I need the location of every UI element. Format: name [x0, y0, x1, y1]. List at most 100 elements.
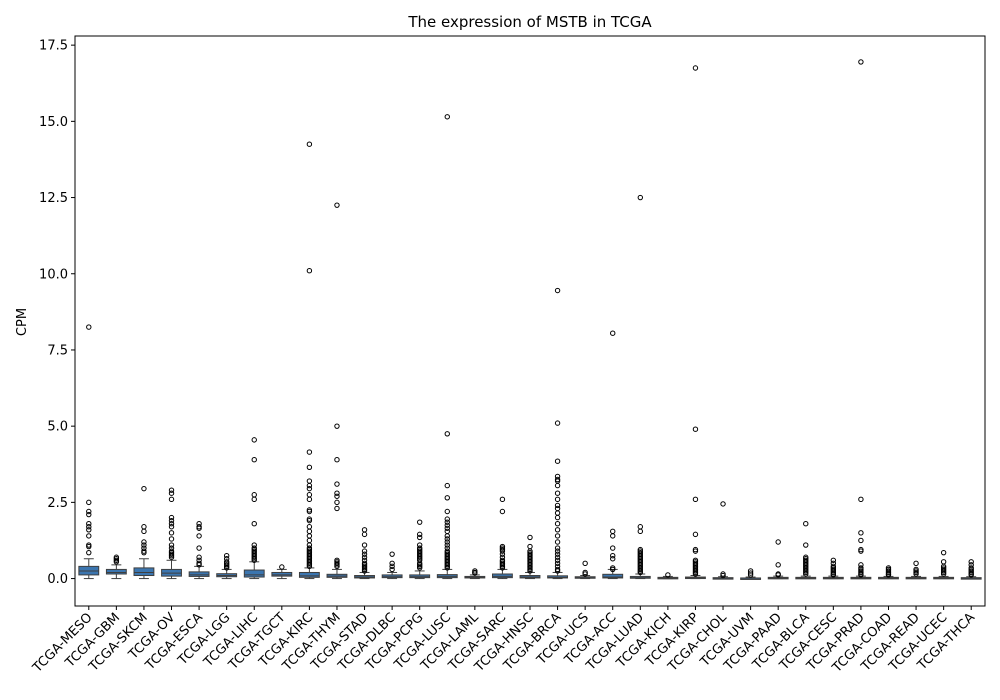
outlier-point: [86, 533, 92, 539]
y-tick-label: 7.5: [47, 343, 68, 358]
box-group: [740, 568, 762, 580]
outlier-point: [692, 496, 699, 503]
box-group: [795, 521, 817, 580]
outlier-point: [86, 543, 92, 550]
chart-title: The expression of MSTB in TCGA: [407, 13, 652, 31]
outlier-point: [940, 549, 947, 556]
outlier-point: [306, 517, 313, 524]
outlier-point: [554, 287, 561, 294]
outlier-point: [86, 511, 92, 518]
outlier-point: [610, 330, 616, 336]
outlier-point: [444, 114, 450, 120]
outlier-point: [196, 554, 202, 560]
y-tick-label: 15.0: [39, 115, 68, 130]
outlier-point: [582, 560, 588, 567]
outlier-point: [168, 514, 175, 521]
outlier-point: [830, 557, 837, 563]
outlier-point: [803, 542, 809, 548]
outlier-point: [803, 571, 809, 577]
outlier-point: [168, 521, 175, 527]
outlier-point: [416, 519, 423, 525]
outlier-point: [306, 464, 313, 471]
outlier-point: [141, 524, 147, 530]
box-iqr: [602, 573, 624, 579]
box-group: [78, 324, 100, 580]
outlier-point: [527, 568, 533, 574]
outlier-point: [444, 536, 450, 542]
outlier-point: [306, 524, 313, 530]
box-group: [933, 549, 955, 580]
outlier-point: [168, 530, 175, 536]
box-iqr: [105, 568, 127, 575]
outlier-point: [168, 554, 175, 560]
outlier-point: [416, 534, 423, 541]
outlier-point: [610, 545, 616, 551]
outlier-point: [637, 528, 644, 535]
outlier-point: [637, 569, 644, 576]
outlier-point: [361, 531, 368, 538]
outlier-point: [168, 542, 175, 548]
outlier-point: [306, 537, 313, 544]
outlier-point: [168, 490, 175, 496]
outlier-point: [554, 510, 561, 516]
outlier-point: [747, 572, 754, 578]
outlier-point: [141, 549, 147, 556]
outlier-point: [554, 568, 561, 574]
outlier-point: [554, 420, 561, 426]
outlier-point: [444, 431, 450, 437]
outlier-point: [168, 517, 175, 524]
outlier-point: [610, 528, 616, 535]
outlier-point: [334, 493, 340, 499]
outlier-point: [86, 549, 92, 556]
outlier-point: [554, 527, 561, 533]
outlier-point: [389, 563, 395, 570]
outlier-point: [554, 533, 561, 539]
box-group: [133, 485, 155, 580]
outlier-point: [113, 559, 120, 565]
outlier-point: [361, 548, 368, 554]
outlier-point: [554, 514, 561, 521]
outlier-point: [334, 490, 340, 496]
outlier-point: [913, 560, 919, 567]
plot-frame: [74, 35, 986, 607]
outlier-point: [554, 548, 561, 554]
outlier-point: [747, 570, 754, 576]
box-group: [629, 194, 651, 580]
box-group: [878, 565, 899, 580]
y-tick-label: 12.5: [39, 191, 68, 206]
outlier-point: [251, 437, 257, 443]
outlier-point: [858, 548, 864, 554]
box-group: [602, 330, 624, 580]
box-group: [381, 551, 403, 580]
box-group: [850, 59, 872, 580]
outlier-point: [334, 499, 340, 506]
outlier-point: [168, 496, 175, 503]
y-tick-label: 2.5: [47, 496, 68, 511]
box-group: [657, 572, 679, 580]
outlier-point: [416, 531, 423, 538]
box-group: [822, 557, 844, 580]
outlier-point: [306, 533, 313, 539]
outlier-point: [444, 542, 450, 548]
outlier-point: [306, 563, 313, 570]
outlier-point: [141, 539, 147, 545]
outlier-point: [306, 268, 313, 274]
outlier-point: [775, 562, 781, 568]
outlier-point: [168, 487, 175, 493]
outlier-point: [306, 528, 313, 535]
box-group: [409, 519, 431, 580]
outlier-point: [86, 527, 92, 533]
outlier-point: [251, 456, 257, 463]
outlier-point: [968, 559, 974, 565]
outlier-point: [554, 490, 561, 496]
box-group: [685, 65, 706, 580]
box-iqr: [271, 571, 293, 577]
box-group: [960, 559, 982, 580]
outlier-point: [472, 570, 478, 576]
outlier-point: [444, 495, 450, 501]
outlier-point: [554, 551, 561, 557]
outlier-point: [444, 516, 450, 522]
outlier-point: [389, 560, 395, 567]
outlier-point: [86, 324, 92, 330]
outlier-point: [334, 202, 340, 208]
